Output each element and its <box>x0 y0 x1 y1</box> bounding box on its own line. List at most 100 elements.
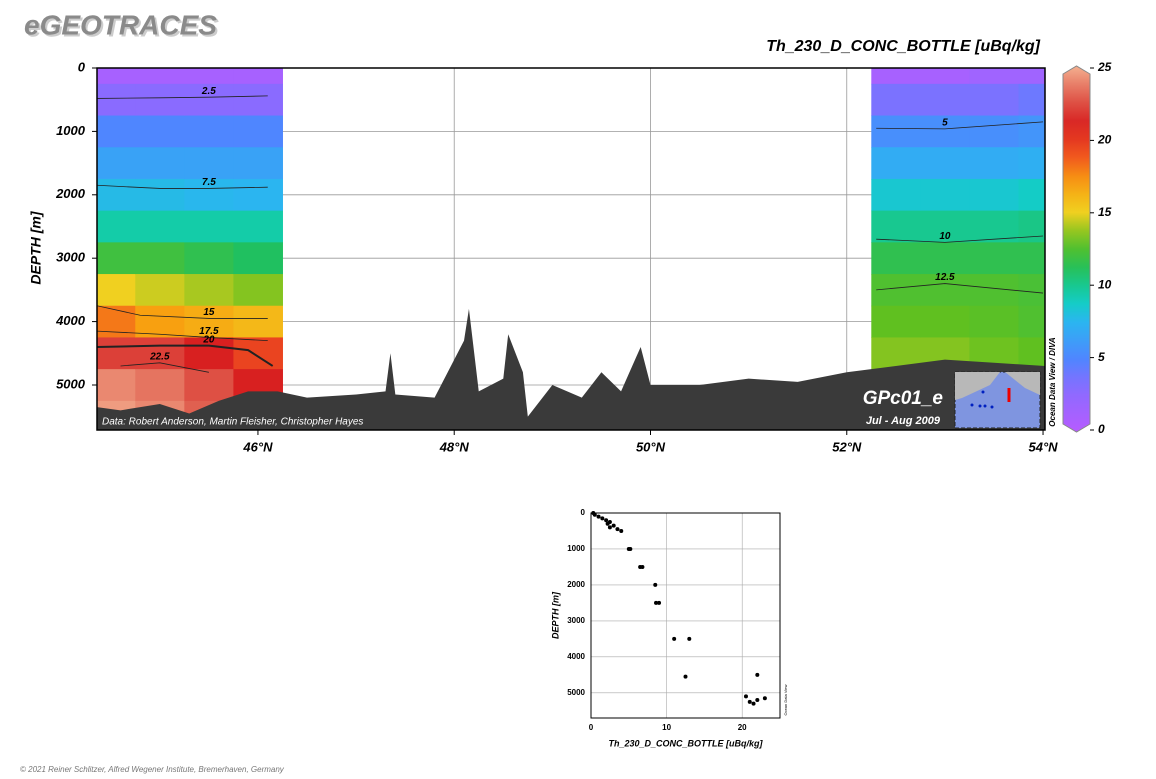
field-cell <box>969 147 1020 180</box>
field-cell <box>1018 147 1045 180</box>
field-cell <box>233 210 283 243</box>
contour-label: 15 <box>203 307 215 318</box>
section-overlay: 46°N 48°N 50°N 52°N 54°N 0 1000 2000 3000 4000 500… <box>55 59 1112 454</box>
field-cell <box>233 274 283 307</box>
y-tick-label: 5000 <box>567 688 585 697</box>
field-cell <box>1018 83 1045 117</box>
point <box>605 521 610 526</box>
contour-label: 12.5 <box>935 272 955 283</box>
field-cell <box>920 305 970 338</box>
period: Jul - Aug 2009 <box>866 415 941 427</box>
x-tick-label: 20 <box>738 723 747 732</box>
field-cell <box>135 305 185 338</box>
field-cell <box>871 115 921 148</box>
point <box>657 600 662 605</box>
field-cell <box>969 178 1020 212</box>
inset-station <box>990 405 994 409</box>
point <box>747 699 752 704</box>
field-cell <box>184 83 234 117</box>
field-cell <box>97 115 136 148</box>
field-cell <box>920 210 970 243</box>
x-tick-label: 52°N <box>832 439 862 454</box>
x-tick-label: 50°N <box>636 439 666 454</box>
field-cell <box>135 242 185 275</box>
field-cell <box>969 83 1020 117</box>
field-cell <box>135 115 185 148</box>
field-cell <box>184 242 234 275</box>
point <box>607 525 612 530</box>
field-cell <box>97 147 136 180</box>
point <box>615 527 620 532</box>
field-cell <box>233 147 283 180</box>
section-title: Th_230_D_CONC_BOTTLE [uBq/kg] <box>766 38 1040 55</box>
field-cell <box>920 178 970 212</box>
colorbar-tick-label: 25 <box>1097 60 1112 74</box>
field-cell <box>1018 274 1045 307</box>
section-plot: 2.5 7.5 15 17.520 22.5 5 10 12.5 <box>97 68 1045 430</box>
field-cell <box>920 242 970 275</box>
inset-station <box>981 390 985 394</box>
field-cell <box>920 83 970 117</box>
field-cell <box>184 274 234 307</box>
field-cell <box>1018 337 1045 370</box>
y-tick-label: 2000 <box>55 186 86 201</box>
contour-label: 22.5 <box>149 351 170 362</box>
field-cell <box>871 305 921 338</box>
contour-label: 7.5 <box>202 177 216 188</box>
field-cell <box>97 337 136 370</box>
y-tick-label: 4000 <box>55 313 86 328</box>
field-cell <box>1018 68 1045 85</box>
point <box>683 674 688 679</box>
point <box>596 514 601 519</box>
field-cell <box>184 337 234 370</box>
field-cell <box>135 274 185 307</box>
point <box>628 546 633 551</box>
field-cell <box>969 305 1020 338</box>
x-tick-label: 0 <box>589 723 594 732</box>
field-cell <box>184 115 234 148</box>
point <box>640 564 645 569</box>
field-cell <box>135 210 185 243</box>
scatter-background <box>591 513 780 718</box>
field-cell <box>871 178 921 212</box>
field-cell <box>97 242 136 275</box>
point <box>687 636 692 641</box>
field-cell <box>97 274 136 307</box>
field-cell <box>969 210 1020 243</box>
field-cell <box>184 147 234 180</box>
field-cell <box>97 369 136 402</box>
point <box>592 512 597 517</box>
contour-line <box>97 305 268 319</box>
y-tick-label: 3000 <box>567 616 585 625</box>
field-cell <box>233 305 283 338</box>
field-cell <box>871 210 921 243</box>
seafloor <box>97 308 1045 430</box>
footer: © 2021 Reiner Schlitzer, Alfred Wegener … <box>20 765 285 774</box>
field-cell <box>233 83 283 117</box>
inset-station <box>978 404 982 408</box>
field-cell <box>233 68 283 85</box>
field-cell <box>920 115 970 148</box>
colorbar-tick-label: 10 <box>1098 277 1112 291</box>
field-cell <box>1018 305 1045 338</box>
field-cell <box>97 178 136 212</box>
contour-label: 17.5 <box>199 326 219 337</box>
y-axis-label: DEPTH [m] <box>28 210 44 284</box>
inset-station <box>983 404 987 408</box>
colorbar-tick-label: 5 <box>1098 350 1105 364</box>
x-tick-label: 10 <box>662 723 671 732</box>
contour-label: 10 <box>939 231 951 242</box>
field-cell <box>871 242 921 275</box>
colorbar-tick-label: 15 <box>1098 205 1112 219</box>
point <box>654 600 659 605</box>
field-cell <box>871 274 921 307</box>
point <box>755 672 760 677</box>
point <box>604 518 609 523</box>
field-cell <box>969 68 1020 85</box>
software: Ocean Data View / DIVA <box>1048 337 1057 427</box>
field-cell <box>184 305 234 338</box>
point <box>762 696 767 701</box>
field-cell <box>1018 242 1045 275</box>
field-cell <box>135 369 185 402</box>
y-tick-label: 1000 <box>567 544 585 553</box>
